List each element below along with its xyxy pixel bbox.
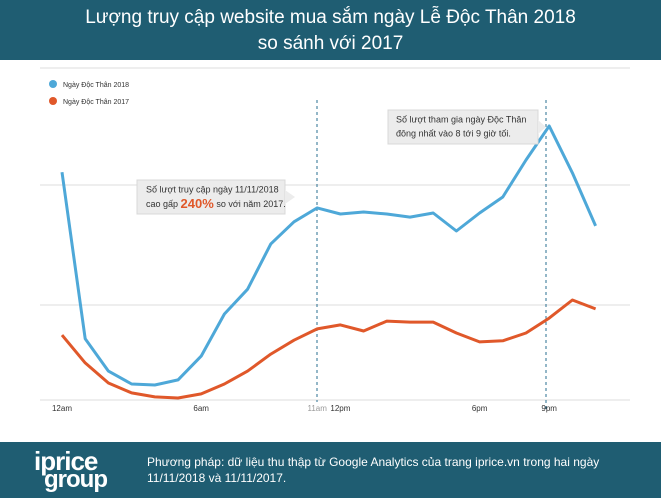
x-tick-label: 12pm bbox=[330, 404, 350, 413]
legend-label: Ngày Độc Thân 2017 bbox=[63, 99, 129, 106]
title: so sánh với 2017 bbox=[257, 33, 404, 54]
x-tick-label: 12am bbox=[52, 404, 72, 413]
x-tick-label: 11am bbox=[307, 404, 327, 413]
annotation-box bbox=[136, 179, 286, 215]
x-tick-label: 9pm bbox=[541, 404, 557, 413]
x-tick-label: 6pm bbox=[472, 404, 488, 413]
legend-marker bbox=[49, 97, 57, 105]
x-tick-box bbox=[305, 402, 330, 413]
annotation-arrow bbox=[538, 120, 546, 134]
header: Lượng truy cập website mua sắm ngày Lễ Đ… bbox=[0, 0, 661, 60]
annotation: Số lượt tham gia ngày Độc Thân đông nhất… bbox=[387, 109, 546, 145]
title: Lượng truy cập website mua sắm ngày Lễ Đ… bbox=[85, 7, 576, 28]
annotation-arrow bbox=[285, 190, 295, 204]
annotation-text: cao gấp 240% so với năm 2017. bbox=[146, 196, 286, 211]
footer: iprice group Phương pháp: dữ liệu thu th… bbox=[0, 442, 661, 498]
annotation-text: Số lượt tham gia ngày Độc Thân bbox=[396, 114, 526, 124]
annotation-highlight: 240% bbox=[181, 196, 215, 211]
series-line bbox=[60, 124, 597, 387]
annotation-text: đông nhất vào 8 tới 9 giờ tối. bbox=[396, 128, 511, 138]
series-line bbox=[60, 298, 597, 400]
legend-label: Ngày Độc Thân 2018 bbox=[63, 82, 129, 89]
logo: group bbox=[44, 466, 108, 493]
annotation-text: so với năm 2017. bbox=[216, 199, 285, 209]
x-tick-label: 6am bbox=[193, 404, 209, 413]
logo: iprice bbox=[34, 446, 98, 476]
annotation-text: cao gấp bbox=[146, 199, 178, 209]
chart: 12am 6am 11am 12pm 6pm 9pm Số lượt truy cập n… bbox=[40, 67, 630, 413]
legend-marker bbox=[49, 80, 57, 88]
method-note: Phương pháp: dữ liệu thu thập từ Google … bbox=[147, 455, 600, 485]
annotation: Số lượt truy cập ngày 11/11/2018 cao gấp… bbox=[136, 179, 295, 215]
annotation-text: Số lượt truy cập ngày 11/11/2018 bbox=[146, 184, 279, 194]
